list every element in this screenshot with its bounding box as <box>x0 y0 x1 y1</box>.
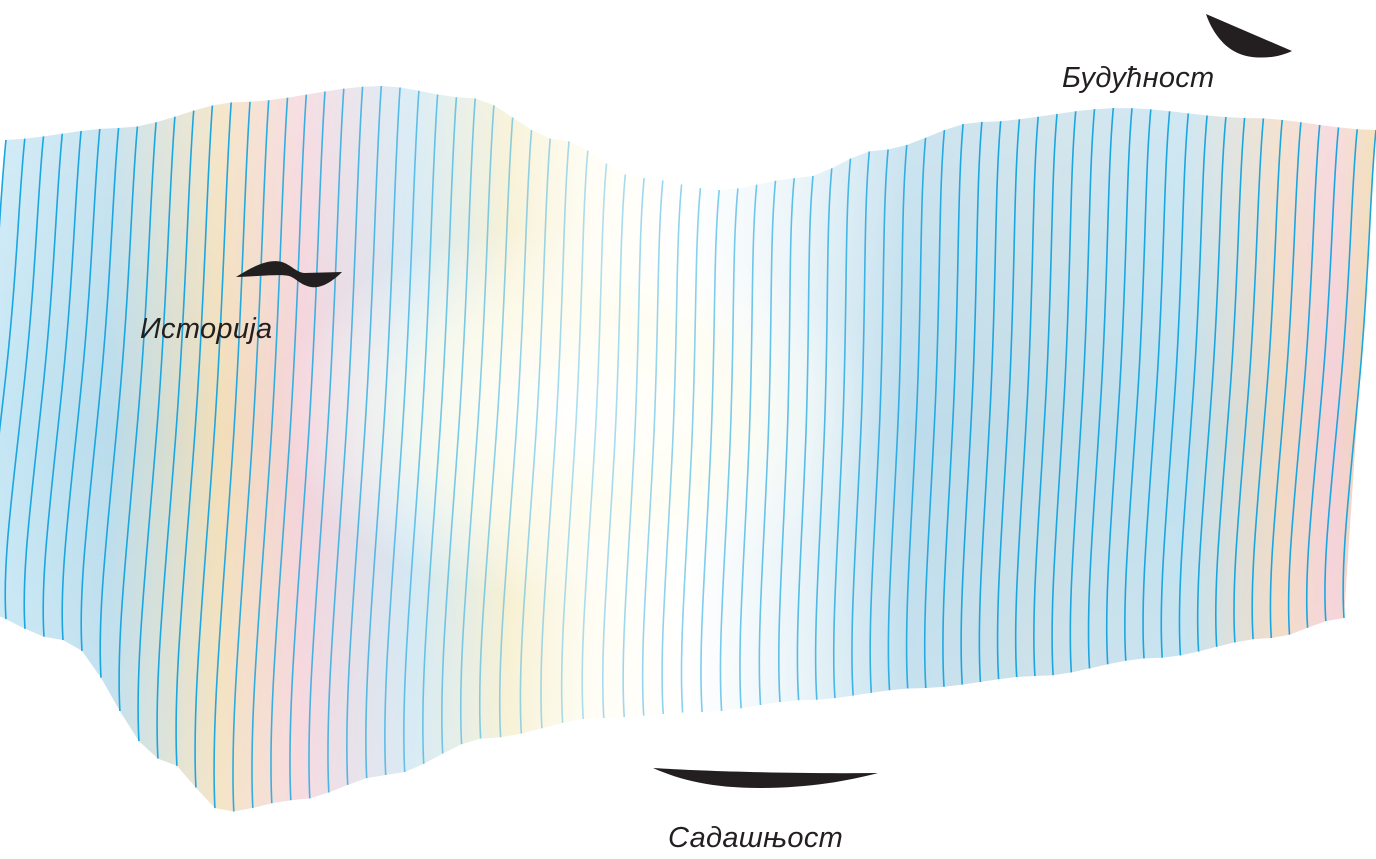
ribbon-line <box>905 137 927 689</box>
ribbon-line <box>308 88 345 799</box>
ribbon-line <box>403 94 439 773</box>
future-label: Будућност <box>1062 62 1215 94</box>
ribbon-line <box>887 144 908 691</box>
ribbon-line <box>1014 116 1039 678</box>
ribbon-line <box>942 124 964 687</box>
ribbon-line <box>80 127 120 651</box>
ribbon-line <box>0 138 26 434</box>
ribbon-line <box>777 178 795 703</box>
ribbon-line <box>327 86 364 793</box>
ribbon-line <box>1142 111 1171 659</box>
ribbon-line <box>758 180 777 706</box>
ribbon-line <box>1287 124 1321 635</box>
ribbon-line <box>560 150 589 723</box>
ribbon-line <box>23 133 64 629</box>
ribbon-line <box>960 121 983 685</box>
ribbon-line <box>1069 109 1096 673</box>
ribbon-line <box>1324 129 1358 622</box>
ribbon-line <box>156 110 195 759</box>
ribbon-line <box>700 189 720 713</box>
crescent-glyph-icon <box>1206 14 1292 58</box>
ribbon-line <box>61 128 101 641</box>
bowl-glyph-icon <box>653 768 878 788</box>
ribbon-line <box>601 174 627 719</box>
ribbon-line <box>213 101 251 809</box>
ribbon-line <box>459 105 495 745</box>
ribbon-line <box>739 184 758 709</box>
ribbon-line <box>1269 122 1302 639</box>
ribbon-line <box>1214 117 1246 647</box>
history-label: Историја <box>140 313 273 345</box>
ribbon-line <box>869 149 889 693</box>
ribbon-line <box>42 130 82 637</box>
ribbon-line <box>137 116 176 742</box>
ribbon-line <box>1178 115 1208 656</box>
ribbon-line <box>1196 117 1227 652</box>
ribbon-line-group <box>0 85 1376 812</box>
ribbon-line <box>581 163 608 720</box>
ribbon-line <box>1251 119 1283 640</box>
ribbon-line <box>851 151 871 696</box>
ribbon-line <box>1233 118 1265 643</box>
ribbon-line <box>99 126 139 678</box>
ribbon-line <box>641 180 664 716</box>
ribbon-line <box>422 97 458 764</box>
ribbon-line <box>384 90 420 776</box>
ribbon-line <box>194 102 232 788</box>
ribbon-line <box>1105 108 1133 665</box>
ribbon-line <box>1305 127 1340 628</box>
ribbon-line <box>4 136 45 620</box>
ribbon-line <box>270 94 308 804</box>
ribbon-line <box>978 121 1002 682</box>
ribbon-line <box>661 184 683 715</box>
ribbon-line <box>1051 111 1077 676</box>
ribbon-line <box>923 130 946 689</box>
ribbon-line <box>441 98 476 754</box>
ribbon-line <box>118 122 157 712</box>
ribbon-line <box>365 87 401 779</box>
ribbon-line <box>346 85 383 785</box>
ribbon-line <box>814 168 833 700</box>
ribbon-line <box>540 141 570 729</box>
ribbon-line <box>719 188 739 712</box>
ribbon-line <box>1033 113 1058 677</box>
ribbon-line <box>622 178 645 718</box>
ribbon-line <box>1160 113 1190 658</box>
ribbon-line <box>1087 108 1115 669</box>
ribbon-line <box>478 117 514 739</box>
ribbon-line <box>289 91 326 801</box>
ribbon-line <box>232 100 270 812</box>
ribbon-line <box>1342 129 1376 619</box>
present-label: Садашњост <box>668 822 844 854</box>
ribbon-line <box>519 138 551 734</box>
ribbon-line <box>175 105 214 766</box>
ribbon-line <box>996 119 1021 680</box>
wave-glyph-icon <box>236 261 342 288</box>
ribbon-line <box>832 158 852 699</box>
ribbon-line <box>1124 109 1152 661</box>
ribbon-line <box>498 129 533 738</box>
ribbon-line <box>0 139 7 229</box>
ribbon-line <box>251 97 289 808</box>
ribbon-line <box>680 188 702 713</box>
ribbon-line <box>796 175 814 701</box>
